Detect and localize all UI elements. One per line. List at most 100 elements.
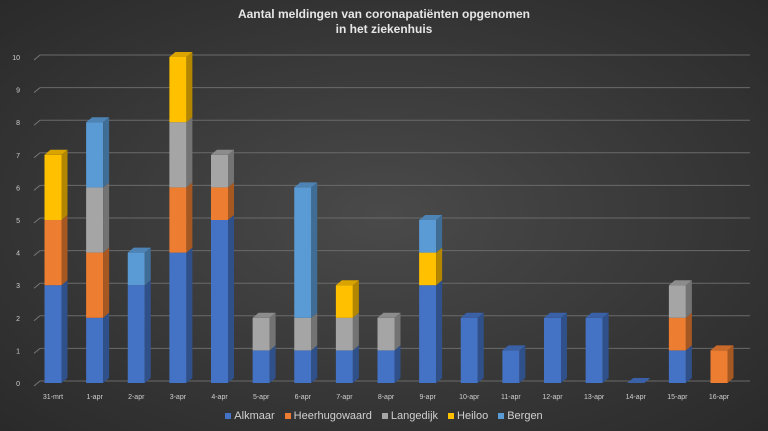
bar-side-langedijk <box>685 280 692 318</box>
x-tick-label: 14-apr <box>626 394 647 401</box>
bar-side-alkmaar <box>602 312 609 383</box>
bar-side-alkmaar <box>352 345 359 383</box>
bar-side-alkmaar <box>311 345 318 383</box>
x-tick-label: 8-apr <box>378 394 395 401</box>
y-tick-label: 6 <box>16 185 20 192</box>
bar-segment-bergen <box>294 187 312 318</box>
y-tick-label: 10 <box>12 55 20 62</box>
bar-side-heerhugowaard <box>685 312 692 351</box>
y-tick-label: 5 <box>16 218 20 225</box>
bar-segment-langedijk <box>211 154 228 188</box>
bar-side-bergen <box>103 117 110 188</box>
bar-top <box>419 215 443 220</box>
bar-side-alkmaar <box>685 345 692 383</box>
bar-side-heerhugowaard <box>103 247 110 318</box>
legend-item-heerhugowaard: Heerhugowaard <box>284 410 372 422</box>
gridline-diagonal <box>33 54 41 61</box>
bar-segment-alkmaar <box>294 350 312 383</box>
bar-side-alkmaar <box>477 312 484 383</box>
bar-side-heerhugowaard <box>727 345 734 383</box>
bar-segment-bergen <box>127 252 145 286</box>
bar-side-alkmaar <box>561 312 567 383</box>
legend-label: Langedijk <box>390 410 439 422</box>
bar-side-alkmaar <box>269 345 276 383</box>
legend-label: Heiloo <box>457 410 489 422</box>
legend-label: Alkmaar <box>234 410 275 422</box>
x-tick-label: 4-apr <box>211 394 228 401</box>
gridline-diagonal <box>33 348 41 354</box>
legend-label: Heerhugowaard <box>293 410 372 422</box>
bar-side-langedijk <box>186 117 193 188</box>
chart-title-line-1: Aantal meldingen van coronapatiënten opg… <box>237 7 531 21</box>
bar-segment-alkmaar <box>585 317 603 383</box>
bar-top <box>127 247 151 253</box>
bar-segment-alkmaar <box>211 220 228 383</box>
y-tick-label: 2 <box>16 316 20 323</box>
x-tick-label: 16-apr <box>709 394 730 401</box>
bar-top <box>668 280 692 286</box>
bar-side-alkmaar <box>103 312 110 383</box>
legend-item-bergen: Bergen <box>498 410 543 422</box>
x-tick-label: 6-apr <box>295 394 312 401</box>
bar-top <box>460 312 484 318</box>
bar-segment-heiloo <box>335 285 353 318</box>
bar-segment-alkmaar <box>460 317 478 383</box>
bar-side-alkmaar <box>436 280 443 383</box>
x-tick-label: 2-apr <box>128 394 145 401</box>
chart-title: Aantal meldingen van coronapatiënten opg… <box>0 7 768 37</box>
bar-side-langedijk <box>103 182 110 253</box>
bar-side-heerhugowaard <box>61 215 68 286</box>
bar-top <box>335 280 359 286</box>
legend-item-langedijk: Langedijk <box>381 410 439 422</box>
bar-segment-alkmaar <box>335 350 353 383</box>
y-tick-label: 4 <box>16 251 20 258</box>
bar-segment-alkmaar <box>86 317 104 383</box>
bar-segment-heiloo <box>44 154 62 220</box>
bar-segment-langedijk <box>86 187 104 253</box>
chart-title-line-2: in het ziekenhuis <box>335 22 433 36</box>
gridline-diagonal <box>33 282 41 289</box>
x-tick-label: 7-apr <box>336 394 353 401</box>
bar-segment-alkmaar <box>127 285 145 383</box>
bar-segment-langedijk <box>668 285 686 318</box>
bar-top <box>211 149 234 155</box>
bar-side-langedijk <box>311 312 318 351</box>
legend-swatch <box>284 413 291 419</box>
bar-segment-alkmaar <box>419 285 437 383</box>
y-tick-label: 9 <box>16 88 20 95</box>
bar-side-alkmaar <box>61 280 68 383</box>
x-tick-label: 12-apr <box>542 394 563 401</box>
bar-side-alkmaar <box>144 280 151 383</box>
gridline-diagonal <box>33 152 41 159</box>
bar-segment-alkmaar <box>668 350 686 383</box>
y-tick-label: 7 <box>16 153 20 160</box>
bar-segment-langedijk <box>169 122 187 188</box>
bar-segment-langedijk <box>252 317 270 351</box>
y-tick-label: 0 <box>16 381 20 388</box>
bar-side-langedijk <box>269 312 276 351</box>
bar-side-heerhugowaard <box>228 182 234 220</box>
gridline-diagonal <box>33 119 41 126</box>
bar-top <box>44 149 68 155</box>
gridline-diagonal <box>33 185 41 191</box>
bar-top <box>86 117 110 123</box>
bar-side-heiloo <box>436 247 443 286</box>
gridline-diagonal <box>33 380 41 387</box>
bar-segment-bergen <box>86 122 104 188</box>
bar-segment-heiloo <box>419 252 437 286</box>
bar-segment-langedijk <box>377 317 395 351</box>
y-tick-label: 8 <box>16 120 20 127</box>
bar-side-langedijk <box>352 312 359 351</box>
legend-item-alkmaar: Alkmaar <box>225 410 275 422</box>
bar-top <box>252 312 276 318</box>
x-tick-label: 9-apr <box>419 394 436 401</box>
x-tick-label: 5-apr <box>253 394 270 401</box>
bar-segment-langedijk <box>294 317 312 351</box>
bar-segment-heerhugowaard <box>710 350 728 383</box>
legend-label: Bergen <box>507 410 543 422</box>
bar-segment-alkmaar <box>502 350 520 383</box>
bar-side-bergen <box>144 247 151 286</box>
legend-swatch <box>498 413 505 419</box>
bar-segment-alkmaar <box>169 252 187 383</box>
